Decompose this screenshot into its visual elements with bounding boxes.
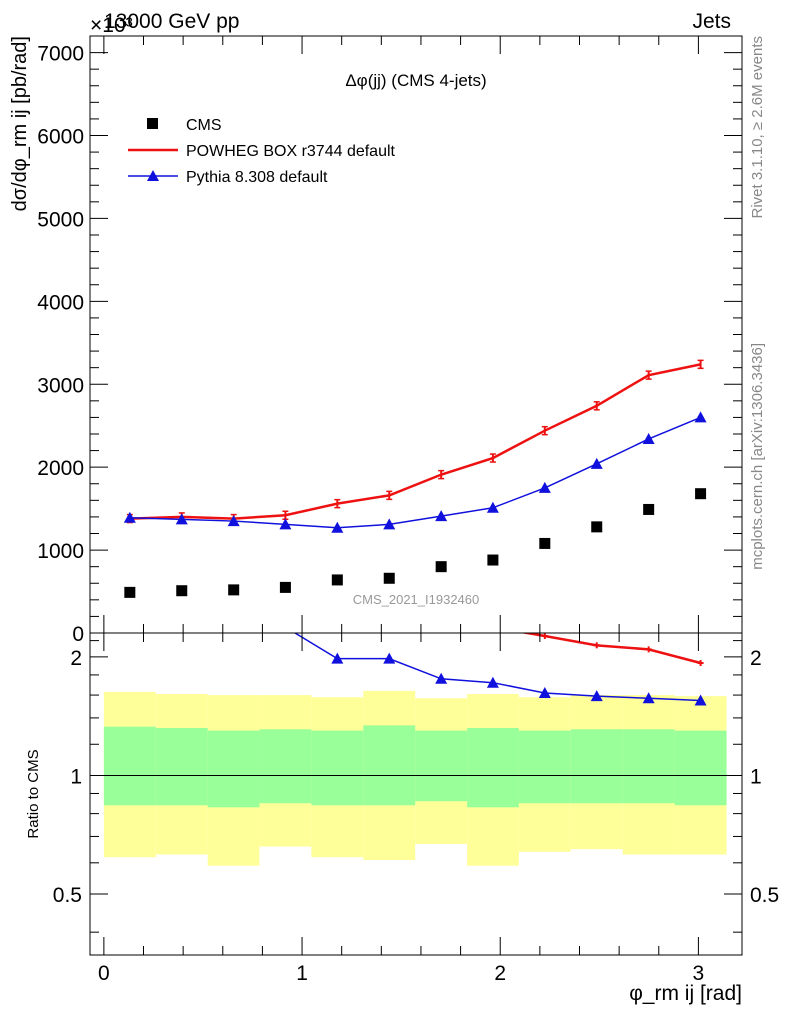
data-point-pythia — [590, 457, 603, 469]
legend-label-powheg: POWHEG BOX r3744 default — [186, 143, 396, 160]
ratio-x-tick-label: 2 — [494, 962, 506, 985]
uncertainty-band-inner — [259, 729, 312, 804]
main-y-tick-label: 5000 — [37, 208, 84, 231]
ratio-plot-frame — [89, 632, 743, 956]
data-point-pythia — [123, 511, 136, 523]
uncertainty-band-inner — [622, 729, 675, 804]
main-y-tick-label: 7000 — [37, 43, 84, 66]
data-point-cms — [176, 585, 188, 597]
data-point-cms — [383, 572, 395, 584]
data-point-pythia — [331, 521, 344, 533]
ratio-point-pythia — [694, 694, 707, 706]
ratio-y-tick-label-right: 1 — [750, 765, 762, 788]
plot-title: Δφ(jj) (CMS 4-jets) — [345, 71, 486, 90]
data-point-pythia — [486, 501, 499, 513]
ratio-x-tick-label: 1 — [296, 962, 308, 985]
main-y-label: dσ/dφ_rm ij [pb/rad] — [9, 36, 31, 211]
series-line-pythia — [129, 416, 701, 529]
ratio-y-tick-label: 0.5 — [53, 884, 82, 907]
data-point-cms — [591, 521, 603, 533]
ratio-x-tick-label: 3 — [693, 962, 705, 985]
data-point-pythia — [538, 481, 551, 493]
ratio-point-pythia — [279, 621, 291, 632]
uncertainty-band-inner — [103, 726, 156, 806]
data-point-cms — [435, 561, 447, 573]
uncertainty-band-inner — [467, 727, 519, 808]
ratio-point-pythia — [642, 692, 655, 704]
topic-label: Jets — [692, 10, 731, 33]
ratio-y-tick-label-right: 0.5 — [750, 884, 779, 907]
process-label: 13000 GeV pp — [104, 10, 239, 33]
ratio-line-pythia — [293, 633, 701, 702]
ratio-point-pythia — [331, 652, 344, 664]
legend-label-pythia: Pythia 8.308 default — [186, 169, 328, 186]
ratio-x-label: φ_rm ij [rad] — [629, 982, 742, 1005]
uncertainty-band-inner — [674, 730, 727, 806]
ratio-point-pythia — [590, 690, 603, 702]
uncertainty-band-inner — [363, 725, 416, 806]
ratio-point-pythia — [435, 672, 448, 684]
main-y-tick-label: 0 — [72, 623, 84, 646]
series-line-powheg — [129, 363, 701, 520]
data-point-cms — [539, 537, 551, 549]
data-point-cms — [695, 488, 707, 500]
data-point-cms — [331, 574, 343, 586]
data-point-cms — [228, 584, 240, 596]
ratio-y-tick-label: 2 — [70, 647, 82, 670]
main-y-tick-label: 2000 — [37, 457, 84, 480]
data-point-pythia — [279, 518, 292, 530]
data-point-pythia — [642, 432, 655, 444]
watermark: CMS_2021_I1932460 — [353, 592, 480, 607]
data-point-pythia — [175, 513, 188, 525]
main-y-tick-label: 6000 — [37, 126, 84, 149]
ratio-y-label: Ratio to CMS — [25, 749, 42, 838]
ratio-x-tick-label: 0 — [98, 962, 110, 985]
mcplots-label: mcplots.cern.ch [arXiv:1306.3436] — [749, 343, 766, 570]
data-point-cms — [643, 503, 655, 515]
data-point-pythia — [694, 411, 707, 423]
ratio-point-pythia — [486, 676, 499, 688]
uncertainty-band-inner — [311, 730, 364, 806]
legend-marker-cms — [147, 118, 158, 129]
uncertainty-band-inner — [207, 730, 260, 808]
legend-marker-pythia — [147, 170, 159, 181]
uncertainty-band-inner — [518, 730, 571, 804]
main-y-tick-label: 1000 — [37, 540, 84, 563]
data-point-cms — [487, 554, 499, 566]
data-point-cms — [124, 586, 136, 598]
ratio-y-tick-label: 1 — [70, 765, 82, 788]
legend: CMS POWHEG BOX r3744 default Pythia 8.30… — [128, 117, 396, 186]
legend-label-cms: CMS — [186, 117, 222, 134]
uncertainty-band-inner — [415, 730, 468, 802]
ratio-line-powheg — [519, 633, 701, 665]
ratio-point-pythia — [176, 600, 188, 611]
ratio-point-pythia — [228, 606, 240, 617]
uncertainty-band-inner — [155, 727, 208, 806]
uncertainty-band-inner — [570, 729, 623, 804]
data-point-pythia — [435, 510, 448, 522]
data-point-cms — [279, 581, 291, 593]
ratio-point-pythia — [538, 686, 551, 698]
ratio-point-pythia — [383, 652, 396, 664]
ratio-y-tick-label-right: 2 — [750, 647, 762, 670]
data-point-pythia — [227, 515, 240, 527]
rivet-label: Rivet 3.1.10, ≥ 2.6M events — [749, 36, 766, 219]
main-y-tick-label: 3000 — [37, 374, 84, 397]
y-exponent: ×10³ — [90, 14, 133, 37]
main-y-tick-label: 4000 — [37, 291, 84, 314]
data-point-pythia — [383, 518, 396, 530]
